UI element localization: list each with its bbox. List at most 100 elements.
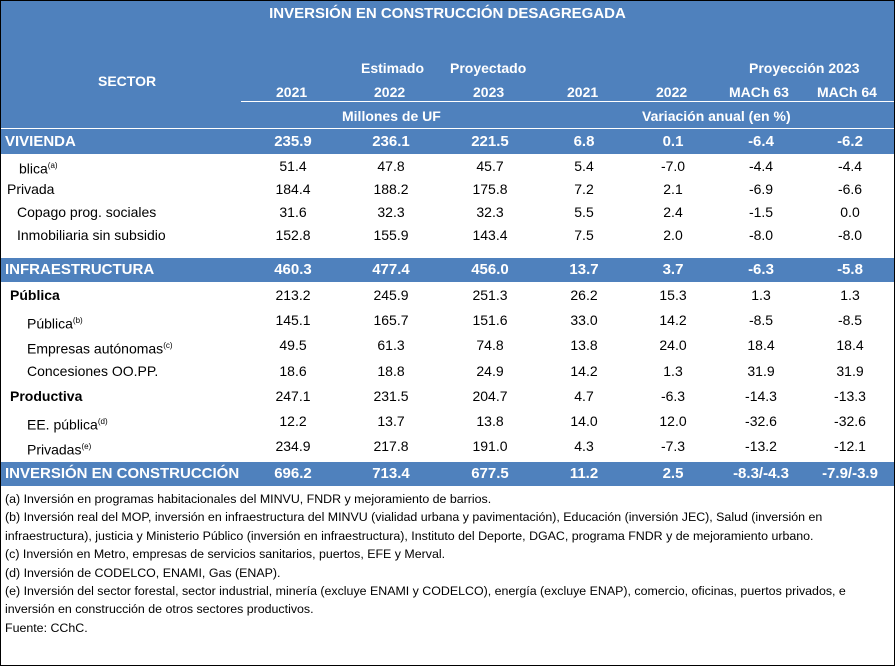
row-label: INFRAESTRUCTURA bbox=[5, 257, 154, 282]
row-divider bbox=[1, 461, 894, 462]
cell-value: 45.7 bbox=[476, 158, 504, 174]
cell-value: -13.2 bbox=[745, 438, 777, 454]
table-title: INVERSIÓN EN CONSTRUCCIÓN DESAGREGADA bbox=[1, 1, 894, 28]
cell-value: 1.3 bbox=[663, 363, 683, 379]
cell-value: 31.9 bbox=[836, 363, 864, 379]
cell-value: 1.3 bbox=[751, 287, 771, 303]
cell-value: 18.6 bbox=[279, 363, 307, 379]
row-label-text: Inmobiliaria sin subsidio bbox=[17, 227, 166, 243]
row-label: Concesiones OO.PP. bbox=[27, 358, 158, 384]
cell-value: 456.0 bbox=[471, 261, 509, 278]
footnote-ref: (d) bbox=[97, 417, 108, 426]
table-header: SECTOR Estimado Proyectado Proyección 20… bbox=[1, 27, 894, 128]
footnote-ref: (b) bbox=[72, 316, 83, 325]
header-proyectado: Proyectado bbox=[450, 60, 527, 76]
table-row: Productiva 247.1 231.5 204.7 4.7 -6.3 -14.3 -13… bbox=[1, 384, 894, 409]
cell-value: 24.0 bbox=[659, 337, 687, 353]
cell-value: 188.2 bbox=[373, 181, 409, 197]
table-row: blica(a) 51.4 47.8 45.7 5.4 -7.0 -4.4 -4.4 bbox=[1, 154, 894, 178]
cell-value: 175.8 bbox=[472, 181, 508, 197]
cell-value: -7.3 bbox=[660, 438, 686, 454]
cell-value: -14.3 bbox=[745, 388, 777, 404]
cell-value: 74.8 bbox=[476, 337, 504, 353]
cell-value: 2.5 bbox=[662, 465, 684, 482]
footnote-ref: (c) bbox=[163, 341, 173, 350]
cell-value: 32.3 bbox=[476, 204, 504, 220]
cell-value: -8.5 bbox=[837, 312, 863, 328]
cell-value: 14.2 bbox=[570, 363, 598, 379]
row-label: Inmobiliaria sin subsidio bbox=[17, 224, 166, 247]
footnotes: (a) Inversión en programas habitacionale… bbox=[5, 490, 891, 637]
footnote-ref: (e) bbox=[81, 442, 92, 451]
cell-value: 3.7 bbox=[662, 261, 684, 278]
row-divider bbox=[1, 257, 894, 258]
row-label: blica(a) bbox=[19, 154, 58, 181]
cell-value: -6.2 bbox=[837, 133, 863, 150]
cell-value: 13.8 bbox=[476, 413, 504, 429]
footnote: (d) Inversión de CODELCO, ENAMI, Gas (EN… bbox=[5, 565, 281, 580]
row-label-text: Privadas bbox=[27, 441, 82, 458]
cell-value: 165.7 bbox=[373, 312, 409, 328]
cell-value: 0.0 bbox=[840, 204, 860, 220]
cell-value: -6.9 bbox=[748, 181, 774, 197]
cell-value: -32.6 bbox=[745, 413, 777, 429]
header-col-2021a: 2021 bbox=[276, 84, 308, 100]
table-row: EE. pública(d) 12.2 13.7 13.8 14.0 12.0 -32.6 -… bbox=[1, 409, 894, 434]
row-label-text: Concesiones OO.PP. bbox=[27, 363, 159, 379]
cell-value: 477.4 bbox=[372, 261, 410, 278]
cell-value: 18.4 bbox=[836, 337, 864, 353]
cell-value: 61.3 bbox=[377, 337, 405, 353]
cell-value: 2.0 bbox=[663, 227, 683, 243]
cell-value: -6.4 bbox=[748, 133, 774, 150]
cell-value: 213.2 bbox=[275, 287, 311, 303]
cell-value: -8.0 bbox=[748, 227, 774, 243]
cell-value: 32.3 bbox=[377, 204, 405, 220]
cell-value: -6.3 bbox=[660, 388, 686, 404]
cell-value: 143.4 bbox=[472, 227, 508, 243]
cell-value: 47.8 bbox=[377, 158, 405, 174]
header-mach63: MACh 63 bbox=[729, 84, 789, 100]
cell-value: 152.8 bbox=[275, 227, 311, 243]
cell-value: 7.2 bbox=[574, 181, 594, 197]
cell-value: 5.5 bbox=[574, 204, 594, 220]
row-label-text: Privada bbox=[7, 181, 55, 197]
row-label-text: blica bbox=[19, 160, 48, 177]
cell-value: 14.0 bbox=[570, 413, 598, 429]
cell-value: -8.3/-4.3 bbox=[733, 465, 789, 482]
row-label: Pública bbox=[10, 282, 60, 308]
cell-value: 1.3 bbox=[840, 287, 860, 303]
cell-value: 49.5 bbox=[279, 337, 307, 353]
table-total-row: VIVIENDA 235.9 236.1 221.5 6.8 0.1 -6.4 -6.2 bbox=[1, 129, 894, 154]
row-label: Empresas autónomas(c) bbox=[27, 333, 173, 362]
header-col-2021b: 2021 bbox=[567, 84, 599, 100]
cell-value: -4.4 bbox=[748, 158, 774, 174]
row-label-text: Pública bbox=[27, 315, 73, 332]
row-label: VIVIENDA bbox=[5, 129, 76, 154]
footnote: (e) Inversión del sector forestal, secto… bbox=[5, 584, 846, 617]
cell-value: 2.1 bbox=[663, 181, 683, 197]
cell-value: 24.9 bbox=[476, 363, 504, 379]
cell-value: 18.8 bbox=[377, 363, 405, 379]
cell-value: 191.0 bbox=[472, 438, 508, 454]
cell-value: 155.9 bbox=[373, 227, 409, 243]
table-row: Concesiones OO.PP. 18.6 18.8 24.9 14.2 1.3 31.… bbox=[1, 358, 894, 384]
cell-value: 26.2 bbox=[570, 287, 598, 303]
row-label-text: Pública bbox=[10, 287, 60, 303]
header-sector: SECTOR bbox=[98, 73, 157, 89]
table-row: Empresas autónomas(c) 49.5 61.3 74.8 13.8 24.… bbox=[1, 333, 894, 358]
table-row: Privada 184.4 188.2 175.8 7.2 2.1 -6.9 -6.6 bbox=[1, 178, 894, 201]
table-row: Copago prog. sociales 31.6 32.3 32.3 5.5 2.4 -… bbox=[1, 201, 894, 224]
cell-value: 245.9 bbox=[373, 287, 409, 303]
cell-value: -4.4 bbox=[837, 158, 863, 174]
header-col-2022a: 2022 bbox=[374, 84, 406, 100]
cell-value: 4.3 bbox=[574, 438, 594, 454]
header-col-2023: 2023 bbox=[473, 84, 505, 100]
cell-value: 0.1 bbox=[662, 133, 684, 150]
cell-value: -8.5 bbox=[748, 312, 774, 328]
footnote: (a) Inversión en programas habitacionale… bbox=[5, 492, 492, 506]
row-label: INVERSIÓN EN CONSTRUCCIÓN bbox=[5, 461, 239, 486]
row-label-text: INVERSIÓN EN CONSTRUCCIÓN bbox=[5, 465, 240, 482]
row-label-text: EE. pública bbox=[27, 416, 98, 433]
row-divider bbox=[1, 154, 894, 155]
row-label-text: VIVIENDA bbox=[5, 133, 76, 150]
